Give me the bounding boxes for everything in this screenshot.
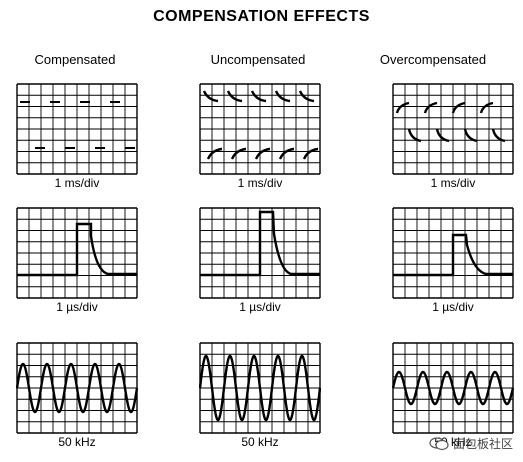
caption-pulse-overcompensated: 1 µs/div [432,300,474,314]
column-title-overcompensated: Overcompensated [379,52,487,67]
trace-pulse-overcompensated [393,233,513,277]
caption-lowfreq-compensated: 1 ms/div [54,176,100,190]
caption-sine-compensated: 50 kHz [58,435,96,449]
oscilloscope-graticule [16,83,138,175]
trace-lowfreq-overcompensated [395,101,506,143]
scope-lowfreq-overcompensated [392,83,514,175]
scope-pulse-compensated [16,207,138,299]
caption-lowfreq-uncompensated: 1 ms/div [237,176,283,190]
trace-sine-compensated [16,362,138,414]
oscilloscope-graticule [199,342,321,434]
oscilloscope-graticule [199,83,321,175]
watermark: 面包板社区 [429,435,513,452]
scope-lowfreq-uncompensated [199,83,321,175]
oscilloscope-graticule [16,342,138,434]
scope-sine-uncompensated [199,342,321,434]
column-title-compensated: Compensated [34,52,116,67]
trace-lowfreq-uncompensated [202,90,319,160]
caption-sine-uncompensated: 50 kHz [241,435,279,449]
scope-lowfreq-compensated [16,83,138,175]
oscilloscope-graticule [392,207,514,299]
oscilloscope-graticule [392,83,514,175]
chat-bubble-icon [429,436,449,450]
trace-lowfreq-compensated [20,101,135,149]
scope-pulse-overcompensated [392,207,514,299]
scope-pulse-uncompensated [199,207,321,299]
trace-sine-overcompensated [392,370,514,406]
watermark-text: 面包板社区 [452,437,513,451]
scope-sine-compensated [16,342,138,434]
figure-title: COMPENSATION EFFECTS [153,8,370,25]
column-title-uncompensated: Uncompensated [210,52,306,67]
trace-pulse-compensated [17,222,137,277]
caption-pulse-compensated: 1 µs/div [56,300,98,314]
scope-sine-overcompensated [392,342,514,434]
oscilloscope-graticule [392,342,514,434]
caption-pulse-uncompensated: 1 µs/div [239,300,281,314]
caption-lowfreq-overcompensated: 1 ms/div [430,176,476,190]
trace-sine-uncompensated [199,354,321,422]
trace-pulse-uncompensated [200,210,320,277]
oscilloscope-graticule [16,207,138,299]
oscilloscope-graticule [199,207,321,299]
